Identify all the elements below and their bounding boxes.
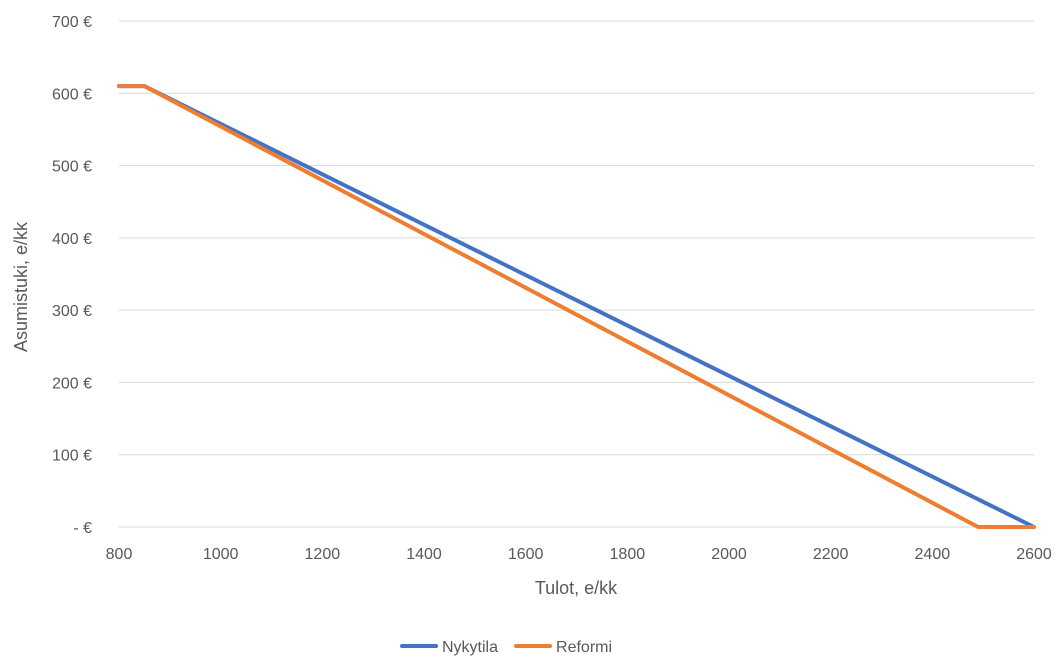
x-tick-label: 2400 [915,546,951,563]
x-tick-label: 1200 [305,546,341,563]
x-tick-label: 2200 [813,546,849,563]
y-tick-label: 300 € [52,303,92,320]
y-tick-label: 600 € [52,86,92,103]
gridlines [119,20,1034,528]
y-tick-label: 700 € [52,14,92,31]
series-line-nykytila [117,84,1036,529]
legend-label-reformi: Reformi [556,639,612,656]
x-tick-label: 1600 [508,546,544,563]
x-tick-label: 1400 [406,546,442,563]
legend: Nykytila Reformi [400,639,612,656]
y-axis-ticks: - € 100 € 200 € 300 € 400 € 500 € 600 € 700 € [52,14,92,537]
series-lines [117,84,1036,529]
legend-label-nykytila: Nykytila [442,639,498,656]
y-tick-label: 200 € [52,375,92,392]
x-tick-label: 2600 [1016,546,1052,563]
y-tick-label: 400 € [52,231,92,248]
x-axis-title: Tulot, e/kk [535,578,618,598]
y-tick-label: 500 € [52,159,92,176]
x-tick-label: 1800 [610,546,646,563]
y-axis-title: Asumistuki, e/kk [11,221,31,352]
y-tick-label: 100 € [52,448,92,465]
x-tick-label: 800 [106,546,133,563]
x-axis-ticks: 800 1000 1200 1400 1600 1800 2000 2200 2400 2600 [106,546,1052,563]
x-tick-label: 1000 [203,546,239,563]
y-tick-label: - € [73,520,92,537]
x-tick-label: 2000 [711,546,747,563]
series-line-reformi [117,84,1036,529]
